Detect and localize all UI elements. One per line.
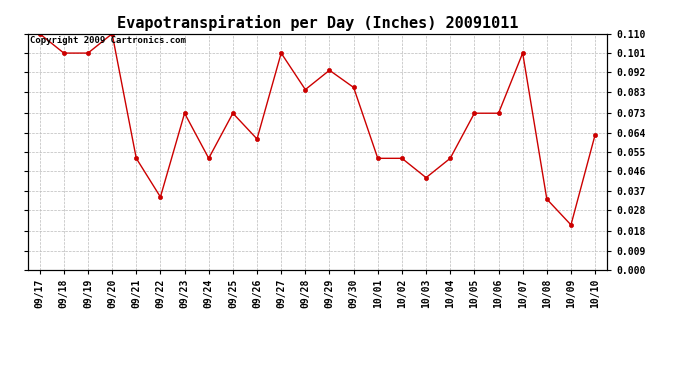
Title: Evapotranspiration per Day (Inches) 20091011: Evapotranspiration per Day (Inches) 2009… [117, 15, 518, 31]
Text: Copyright 2009 Cartronics.com: Copyright 2009 Cartronics.com [30, 36, 186, 45]
